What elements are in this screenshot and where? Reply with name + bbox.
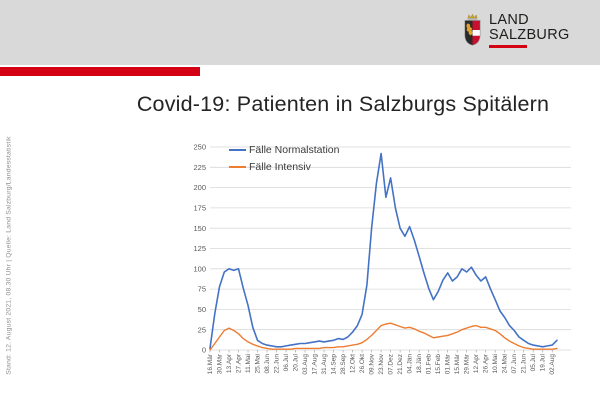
land-salzburg-logo: LAND SALZBURG [462,13,570,48]
svg-text:125: 125 [193,244,206,253]
svg-text:23.Nov: 23.Nov [378,353,385,374]
svg-text:31.Aug: 31.Aug [321,354,328,375]
svg-text:15.Mär: 15.Mär [454,353,461,374]
svg-text:09.Nov: 09.Nov [369,353,376,374]
svg-text:20.Jul: 20.Jul [293,353,300,371]
logo-text-salzburg: SALZBURG [489,27,570,43]
svg-text:21.Jun: 21.Jun [521,354,528,374]
svg-text:28.Sep: 28.Sep [340,354,347,375]
x-axis-ticks [209,350,553,353]
svg-text:03.Aug: 03.Aug [302,354,309,375]
svg-text:02.Aug: 02.Aug [549,354,556,375]
legend-line-normalstation-icon [229,149,246,151]
svg-text:175: 175 [193,204,206,213]
svg-text:75: 75 [198,285,206,294]
svg-text:30.Mär: 30.Mär [217,353,224,374]
svg-text:13.Apr: 13.Apr [226,353,233,373]
svg-text:16.Mär: 16.Mär [207,353,214,374]
red-accent-bar [0,67,200,76]
svg-text:08.Jun: 08.Jun [264,354,271,374]
svg-text:21.Dez: 21.Dez [397,354,404,375]
legend-label-normalstation: Fälle Normalstation [249,144,340,156]
svg-text:12.Okt: 12.Okt [350,354,357,373]
svg-text:100: 100 [193,264,206,273]
page-title: Covid-19: Patienten in Salzburgs Spitäle… [136,92,550,116]
svg-text:26.Okt: 26.Okt [359,354,366,373]
svg-text:14.Sep: 14.Sep [331,354,338,375]
svg-text:24.Mai: 24.Mai [502,354,509,374]
svg-text:01.Mär: 01.Mär [445,353,452,374]
svg-text:05.Jul: 05.Jul [530,353,537,371]
series-line-normalstation [209,152,558,350]
svg-text:11.Mai: 11.Mai [245,354,252,373]
svg-text:26.Apr: 26.Apr [483,353,490,373]
x-axis-labels: 16.Mär 30.Mär 13.Apr 27.Apr 11.Mai 25.Mai 08.J… [207,353,556,374]
svg-text:06.Jul: 06.Jul [283,353,290,371]
legend-item-intensiv: Fälle Intensiv [229,161,339,173]
chart-canvas: 0 25 50 75 100 125 150 175 200 225 250 16.Mär 30.Mär… [193,143,571,375]
svg-text:27.Apr: 27.Apr [236,353,243,373]
svg-text:29.Mär: 29.Mär [464,353,471,374]
svg-text:07.Jun: 07.Jun [511,354,518,374]
svg-text:22.Jun: 22.Jun [274,354,281,374]
svg-text:225: 225 [193,163,206,172]
covid-line-chart: 0 25 50 75 100 125 150 175 200 225 250 16.Mär 30.Mär… [185,135,597,397]
svg-text:01.Feb: 01.Feb [426,354,433,375]
svg-text:200: 200 [193,183,206,192]
chart-legend: Fälle Normalstation Fälle Intensiv [229,144,339,173]
logo-underline [489,45,527,48]
legend-line-intensiv-icon [229,166,246,168]
series-line-intensiv [209,322,558,351]
logo-text-land: LAND [489,12,529,28]
legend-label-intensiv: Fälle Intensiv [249,161,311,173]
svg-text:12.Apr: 12.Apr [473,353,480,373]
svg-text:10.Mai: 10.Mai [492,354,499,374]
svg-text:17.Aug: 17.Aug [312,354,319,375]
svg-text:25.Mai: 25.Mai [255,354,262,374]
svg-text:25: 25 [198,325,206,334]
svg-text:150: 150 [193,224,206,233]
svg-text:50: 50 [198,305,206,314]
salzburg-crest-icon [464,13,481,46]
svg-text:07.Dez: 07.Dez [388,354,395,375]
legend-item-normalstation: Fälle Normalstation [229,144,339,156]
svg-text:19.Jul: 19.Jul [540,353,547,371]
svg-text:04.Jän: 04.Jän [407,354,414,374]
svg-text:15.Feb: 15.Feb [435,354,442,375]
y-axis-labels: 0 25 50 75 100 125 150 175 200 225 250 [193,143,206,355]
svg-text:0: 0 [202,346,206,355]
source-attribution-text: Stand: 12. August 2021, 08.30 Uhr | Quel… [5,136,13,375]
svg-text:250: 250 [193,143,206,152]
header-bar: LAND SALZBURG [0,0,600,65]
svg-text:18.Jän: 18.Jän [416,354,423,374]
